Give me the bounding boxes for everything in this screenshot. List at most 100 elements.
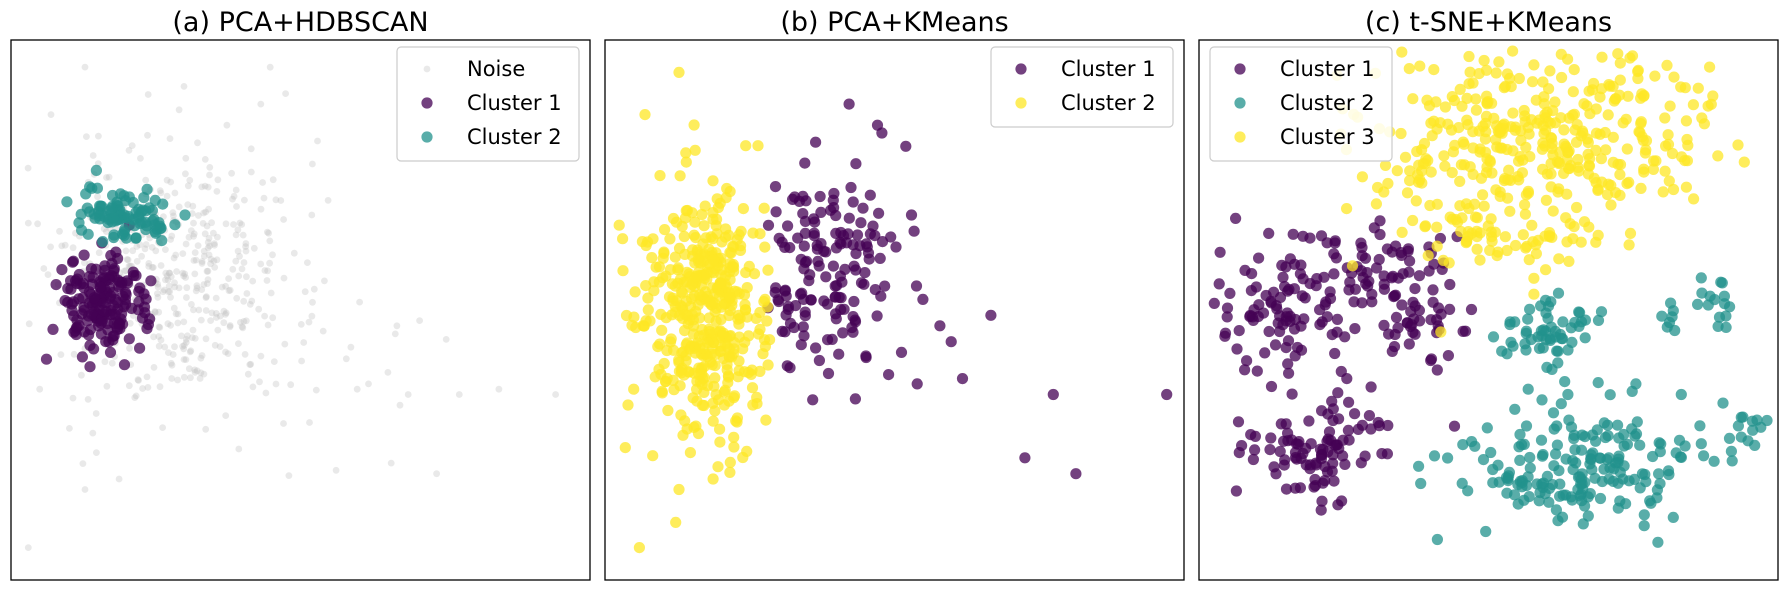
scatter-point-noise xyxy=(103,382,111,390)
scatter-point-cluster-3 xyxy=(1578,216,1591,228)
scatter-point-cluster-3 xyxy=(1682,139,1694,151)
scatter-point-cluster-3 xyxy=(1549,96,1561,108)
scatter-point-noise xyxy=(47,243,54,251)
legend-label: Cluster 1 xyxy=(467,91,562,115)
scatter-point-cluster-1 xyxy=(779,241,791,253)
scatter-point-cluster-2 xyxy=(642,304,654,316)
scatter-point-noise xyxy=(66,425,73,432)
scatter-point-cluster-1 xyxy=(839,263,851,275)
scatter-point-noise xyxy=(321,277,328,285)
scatter-point-noise xyxy=(95,249,103,257)
scatter-point-noise xyxy=(222,348,229,356)
scatter-point-cluster-1 xyxy=(875,290,887,302)
scatter-point-cluster-3 xyxy=(1590,236,1602,248)
scatter-point-cluster-1 xyxy=(1366,288,1378,300)
scatter-point-cluster-3 xyxy=(1545,168,1557,180)
scatter-point-noise xyxy=(269,251,276,259)
scatter-point-cluster-2 xyxy=(1485,446,1497,459)
scatter-point-cluster-2 xyxy=(1656,310,1668,322)
scatter-point-cluster-1 xyxy=(1272,317,1284,329)
scatter-point-cluster-2 xyxy=(670,516,682,529)
scatter-point-noise xyxy=(83,133,90,141)
scatter-point-cluster-2 xyxy=(1669,324,1681,337)
scatter-point-cluster-3 xyxy=(1547,205,1559,217)
scatter-point-cluster-3 xyxy=(1499,173,1511,185)
scatter-point-cluster-2 xyxy=(1579,431,1591,443)
scatter-point-cluster-1 xyxy=(1213,278,1225,290)
scatter-point-cluster-2 xyxy=(1457,439,1469,451)
scatter-point-cluster-3 xyxy=(1602,109,1614,121)
scatter-point-noise xyxy=(232,231,240,239)
scatter-point-noise xyxy=(208,219,216,227)
scatter-point-cluster-3 xyxy=(1596,51,1608,63)
scatter-point-cluster-1 xyxy=(890,241,902,253)
scatter-point-cluster-2 xyxy=(728,441,740,453)
scatter-point-noise xyxy=(141,245,149,253)
scatter-point-noise xyxy=(93,449,100,456)
scatter-point-cluster-1 xyxy=(1363,275,1375,287)
scatter-point-cluster-3 xyxy=(1474,227,1486,239)
scatter-point-noise xyxy=(242,243,250,251)
scatter-point-noise xyxy=(129,247,137,255)
scatter-point-cluster-1 xyxy=(1363,410,1375,422)
scatter-point-noise xyxy=(115,475,123,483)
scatter-point-noise xyxy=(155,333,163,340)
scatter-point-cluster-3 xyxy=(1607,156,1619,168)
scatter-point-cluster-1 xyxy=(1373,253,1385,266)
scatter-point-cluster-1 xyxy=(1326,329,1338,341)
scatter-point-cluster-2 xyxy=(690,420,702,432)
scatter-point-cluster-1 xyxy=(1316,405,1328,417)
scatter-point-noise xyxy=(138,252,146,260)
legend-item-cluster-3: Cluster 3 xyxy=(1234,125,1375,149)
scatter-point-cluster-3 xyxy=(1507,145,1519,157)
scatter-point-cluster-3 xyxy=(1396,46,1408,58)
scatter-point-noise xyxy=(308,312,316,320)
scatter-point-cluster-2 xyxy=(1567,455,1579,467)
legend-marker xyxy=(421,97,433,109)
scatter-point-cluster-3 xyxy=(1705,98,1717,110)
scatter-point-noise xyxy=(197,369,205,377)
scatter-point-noise xyxy=(269,176,277,184)
scatter-point-cluster-1 xyxy=(847,196,859,208)
scatter-point-noise xyxy=(202,294,210,301)
scatter-point-noise xyxy=(433,470,440,478)
scatter-point-cluster-2 xyxy=(642,292,654,304)
scatter-point-cluster-1 xyxy=(804,269,816,281)
scatter-point-cluster-2 xyxy=(1520,344,1532,356)
scatter-point-cluster-2 xyxy=(1503,466,1515,478)
scatter-point-noise xyxy=(198,258,206,265)
scatter-point-noise xyxy=(312,386,320,394)
scatter-point-cluster-2 xyxy=(1662,465,1675,477)
scatter-point-cluster-1 xyxy=(818,295,830,307)
scatter-point-cluster-3 xyxy=(1435,326,1447,338)
scatter-point-cluster-2 xyxy=(1536,450,1548,462)
scatter-point-cluster-2 xyxy=(1557,489,1569,501)
scatter-point-cluster-2 xyxy=(1602,430,1614,442)
scatter-point-cluster-3 xyxy=(1712,150,1724,162)
scatter-point-noise xyxy=(308,211,316,219)
scatter-point-cluster-2 xyxy=(758,202,770,214)
scatter-point-cluster-1 xyxy=(1270,300,1282,312)
legend-item-noise: Noise xyxy=(423,57,525,81)
scatter-point-noise xyxy=(145,260,153,267)
scatter-point-noise xyxy=(70,350,78,358)
scatter-point-cluster-2 xyxy=(740,140,752,152)
scatter-point-cluster-2 xyxy=(1548,423,1560,435)
scatter-point-cluster-1 xyxy=(1431,314,1443,326)
scatter-point-cluster-3 xyxy=(1668,71,1680,83)
scatter-point-cluster-2 xyxy=(1518,494,1530,506)
scatter-point-cluster-2 xyxy=(673,66,685,78)
scatter-point-noise xyxy=(202,425,210,433)
scatter-point-cluster-2 xyxy=(653,261,666,273)
scatter-point-noise xyxy=(232,186,240,194)
scatter-point-noise xyxy=(396,401,404,409)
scatter-point-cluster-2 xyxy=(149,219,161,231)
scatter-point-noise xyxy=(161,286,168,294)
scatter-point-noise xyxy=(165,282,173,290)
scatter-point-cluster-1 xyxy=(799,157,811,169)
scatter-point-cluster-3 xyxy=(1407,214,1419,227)
scatter-point-cluster-1 xyxy=(1270,468,1282,480)
legend-item-cluster-2: Cluster 2 xyxy=(421,125,562,149)
scatter-point-cluster-2 xyxy=(1487,463,1499,476)
scatter-point-cluster-3 xyxy=(1532,234,1544,246)
